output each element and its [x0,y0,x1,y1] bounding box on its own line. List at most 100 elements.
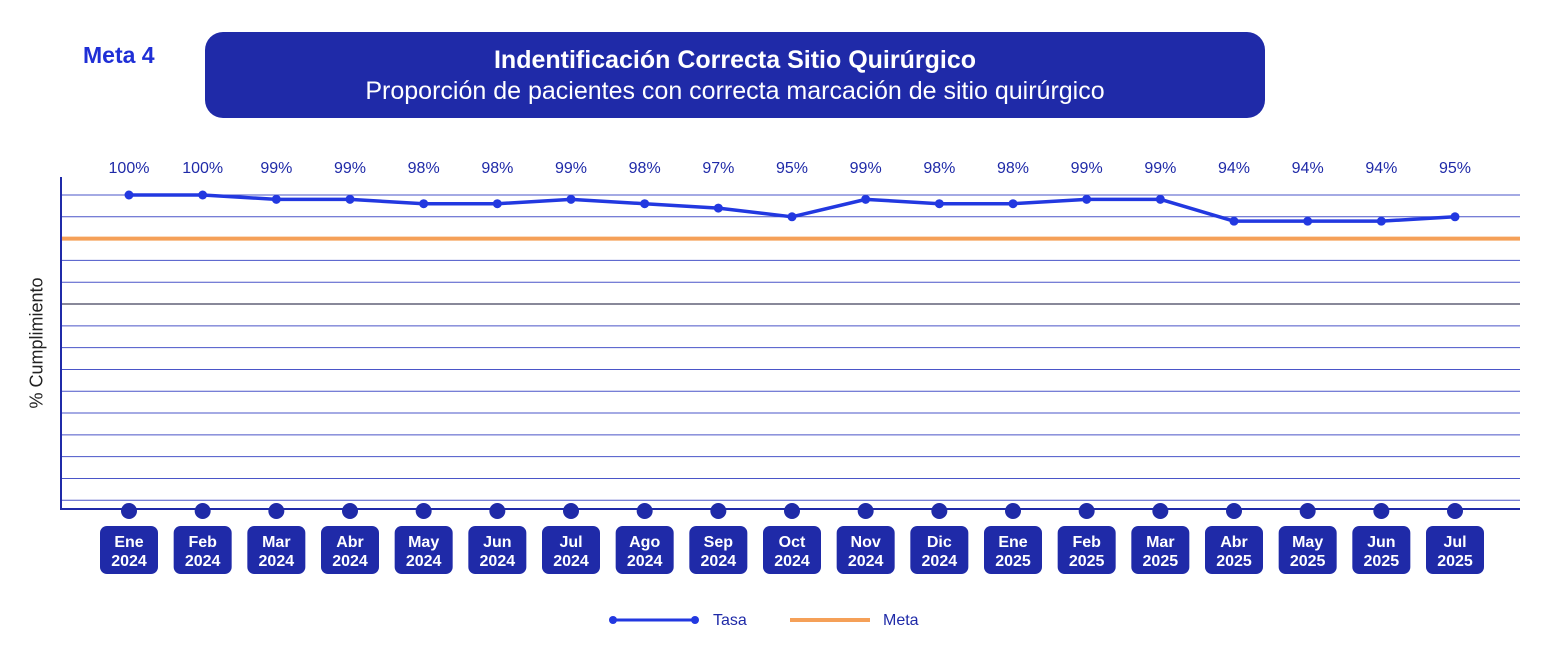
x-tick-year-14: 2025 [1143,553,1179,570]
x-tick-13: Feb 2025 [1057,526,1116,574]
x-axis-dot-15 [1226,503,1242,519]
x-axis-dot-2 [268,503,285,519]
tasa-point-12 [1008,199,1018,209]
x-tick-month-8: Sep [704,534,734,551]
x-tick-year-0: 2024 [111,553,147,570]
data-labels: 100% 100% 99% 99% 98% 98% 99% 98% 97% 95% 99% 98% 98… [109,160,1471,177]
value-label-13: 99% [1071,160,1103,177]
tasa-point-11 [934,199,944,209]
x-axis-dot-1 [194,503,211,519]
x-tick-month-5: Jun [483,534,511,551]
value-label-18: 95% [1439,160,1471,177]
value-label-4: 98% [408,160,440,177]
x-axis-dot-7 [636,503,653,519]
title-banner: Indentificación Correcta Sitio Quirúrgic… [205,32,1265,118]
x-tick-month-9: Oct [779,534,806,551]
x-tick-year-18: 2025 [1437,553,1473,570]
x-tick-month-4: May [408,534,439,551]
value-label-15: 94% [1218,160,1250,177]
x-tick-pill-10 [836,526,895,574]
x-axis-dot-13 [1078,503,1095,519]
x-axis-dot-14 [1152,503,1169,519]
x-tick-month-2: Mar [262,534,290,551]
x-tick-5: Jun 2024 [468,526,527,574]
x-tick-year-8: 2024 [701,553,737,570]
x-tick-12: Ene 2025 [984,526,1042,574]
x-tick-year-9: 2024 [774,553,810,570]
x-tick-month-13: Feb [1072,534,1101,551]
x-axis-dot-8 [710,503,727,519]
tasa-point-17 [1376,216,1386,226]
x-tick-17: Jun 2025 [1352,526,1411,574]
legend-tasa-marker-right [691,616,699,624]
x-tick-year-2: 2024 [259,553,295,570]
x-tick-pill-8 [689,526,748,574]
x-axis-dot-9 [784,503,800,519]
tasa-point-7 [640,199,650,209]
x-tick-year-7: 2024 [627,553,663,570]
value-label-6: 99% [555,160,587,177]
value-label-7: 98% [629,160,661,177]
x-tick-month-15: Abr [1220,534,1248,551]
x-axis-dot-0 [121,503,137,519]
tasa-point-18 [1450,212,1460,222]
x-axis-dot-12 [1005,503,1021,519]
value-label-14: 99% [1144,160,1176,177]
x-tick-year-6: 2024 [553,553,589,570]
x-tick-3: Abr 2024 [321,526,379,574]
x-tick-year-15: 2025 [1216,553,1252,570]
x-tick-month-6: Jul [559,534,582,551]
x-tick-year-13: 2025 [1069,553,1105,570]
value-label-11: 98% [923,160,955,177]
x-tick-pill-7 [615,526,674,574]
tasa-point-9 [787,212,797,222]
x-tick-year-10: 2024 [848,553,884,570]
x-axis-labels: Ene 2024 Feb 2024 Mar 2024 Abr 2024 May 2024 Jun 20… [100,526,1484,574]
tasa-point-16 [1303,216,1313,226]
x-tick-year-1: 2024 [185,553,221,570]
x-tick-9: Oct 2024 [763,526,821,574]
x-tick-2: Mar 2024 [247,526,306,574]
legend-tasa-label: Tasa [713,612,747,629]
x-tick-8: Sep 2024 [689,526,748,574]
x-tick-15: Abr 2025 [1205,526,1263,574]
x-tick-year-17: 2025 [1364,553,1400,570]
chart-subtitle: Proporción de pacientes con correcta mar… [365,77,1105,105]
tasa-point-4 [419,199,429,209]
x-tick-4: May 2024 [394,526,453,574]
x-tick-pill-4 [394,526,453,574]
tasa-point-15 [1229,216,1239,226]
x-tick-pill-12 [984,526,1042,574]
x-tick-pill-1 [173,526,232,574]
tasa-point-8 [713,203,723,213]
value-label-9: 95% [776,160,808,177]
x-tick-pill-14 [1131,526,1190,574]
x-tick-1: Feb 2024 [173,526,232,574]
x-tick-year-12: 2025 [995,553,1031,570]
x-tick-month-16: May [1292,534,1323,551]
x-axis-dot-18 [1447,503,1463,519]
meta-label: Meta 4 [83,42,155,68]
x-tick-pill-17 [1352,526,1411,574]
tasa-series [124,190,1460,226]
x-tick-18: Jul 2025 [1426,526,1484,574]
x-tick-pill-3 [321,526,379,574]
value-label-12: 98% [997,160,1029,177]
value-label-0: 100% [109,160,150,177]
x-tick-month-3: Abr [336,534,364,551]
x-tick-6: Jul 2024 [542,526,600,574]
x-axis-dot-17 [1373,503,1390,519]
x-tick-pill-0 [100,526,158,574]
axes [60,177,1520,510]
x-tick-month-14: Mar [1146,534,1174,551]
x-tick-month-11: Dic [927,534,952,551]
x-tick-pill-15 [1205,526,1263,574]
x-tick-month-7: Ago [629,534,660,551]
value-label-10: 99% [850,160,882,177]
x-axis-dot-6 [563,503,579,519]
x-axis-dot-3 [342,503,358,519]
x-tick-pill-9 [763,526,821,574]
x-tick-month-18: Jul [1443,534,1466,551]
tasa-point-1 [198,190,208,200]
tasa-point-0 [124,190,134,200]
